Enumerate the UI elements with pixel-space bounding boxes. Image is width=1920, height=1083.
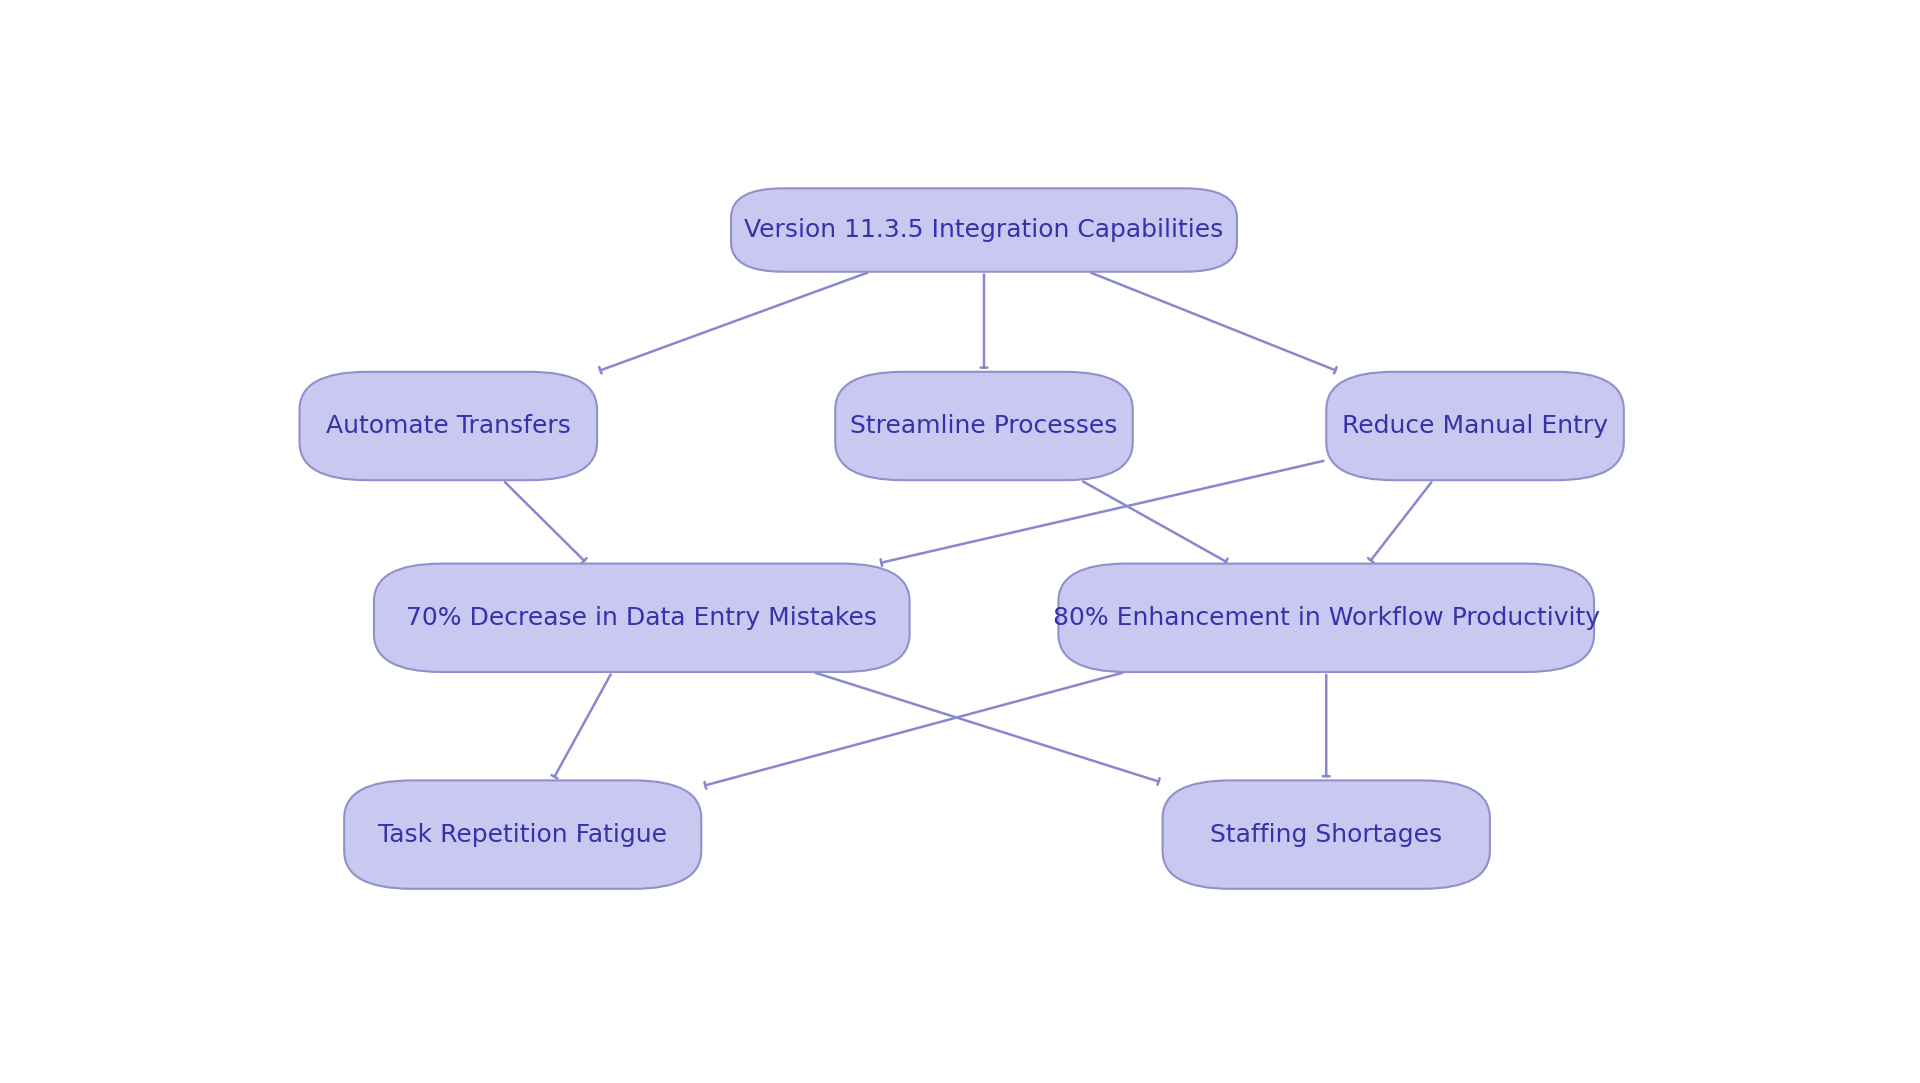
Text: Streamline Processes: Streamline Processes: [851, 414, 1117, 438]
FancyBboxPatch shape: [1327, 371, 1624, 480]
Text: 80% Enhancement in Workflow Productivity: 80% Enhancement in Workflow Productivity: [1052, 605, 1599, 630]
FancyBboxPatch shape: [1058, 563, 1594, 671]
Text: Task Repetition Fatigue: Task Repetition Fatigue: [378, 823, 668, 847]
Text: 70% Decrease in Data Entry Mistakes: 70% Decrease in Data Entry Mistakes: [407, 605, 877, 630]
FancyBboxPatch shape: [300, 371, 597, 480]
FancyBboxPatch shape: [732, 188, 1236, 272]
FancyBboxPatch shape: [1162, 781, 1490, 889]
FancyBboxPatch shape: [374, 563, 910, 671]
Text: Staffing Shortages: Staffing Shortages: [1210, 823, 1442, 847]
Text: Automate Transfers: Automate Transfers: [326, 414, 570, 438]
FancyBboxPatch shape: [344, 781, 701, 889]
Text: Version 11.3.5 Integration Capabilities: Version 11.3.5 Integration Capabilities: [745, 218, 1223, 242]
FancyBboxPatch shape: [835, 371, 1133, 480]
Text: Reduce Manual Entry: Reduce Manual Entry: [1342, 414, 1609, 438]
